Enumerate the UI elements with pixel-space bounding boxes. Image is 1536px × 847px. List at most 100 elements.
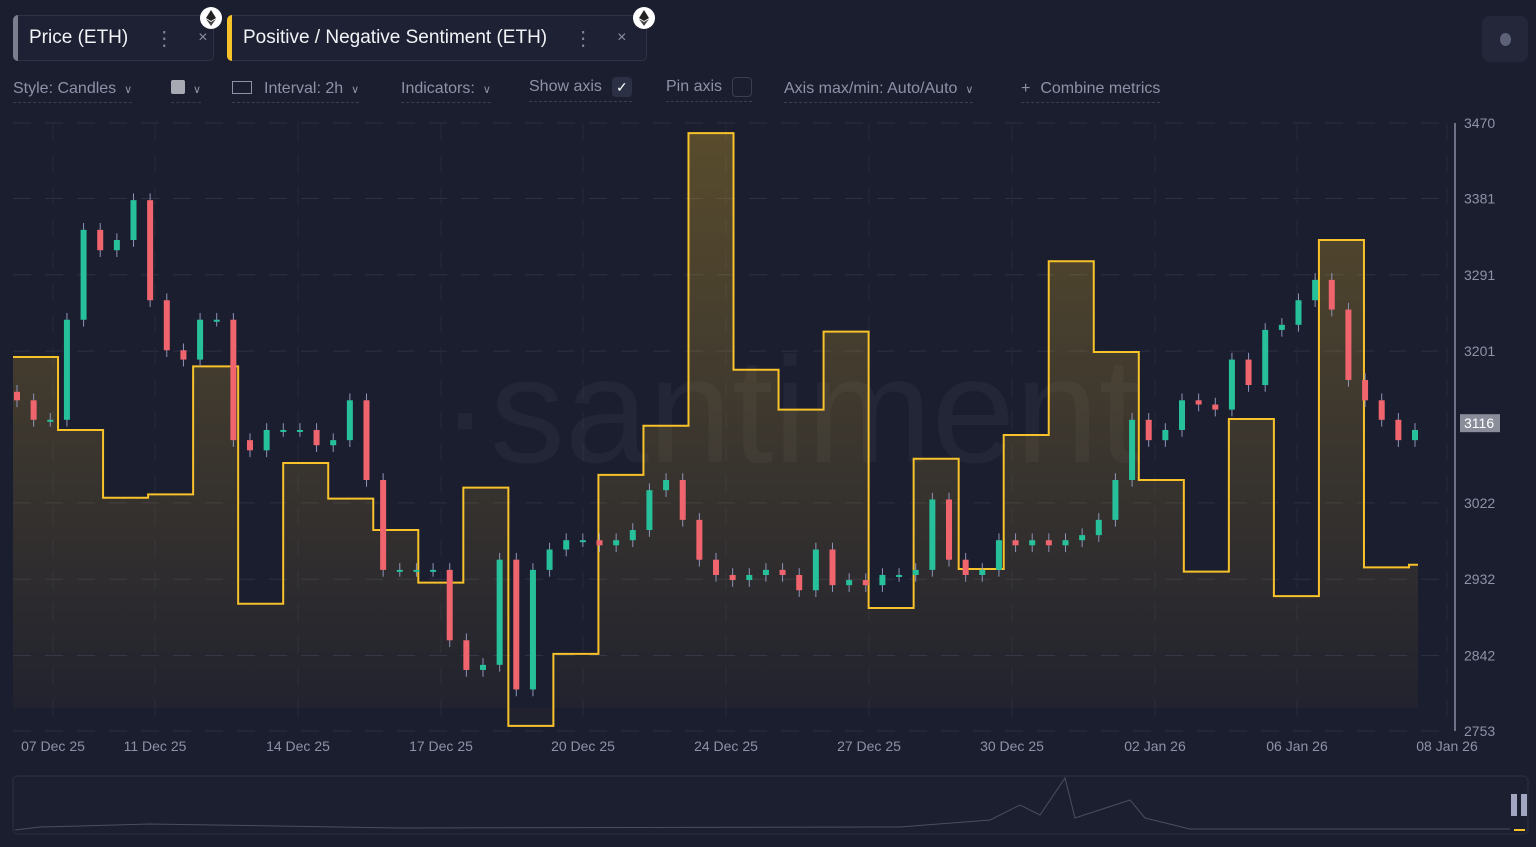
candle [163, 293, 170, 358]
candle [779, 563, 786, 582]
candle [879, 568, 886, 592]
candle-body [413, 569, 420, 572]
candle-body [1212, 404, 1219, 410]
candle-body [679, 479, 686, 520]
candle-body [463, 640, 470, 670]
candle-body [263, 429, 270, 451]
show-axis-label: Show axis [529, 78, 602, 96]
candle-body [846, 580, 853, 586]
candle [579, 533, 586, 547]
tab-menu-icon[interactable]: ⋮ [573, 27, 594, 50]
candle-body [496, 559, 503, 665]
plus-icon: + [1021, 80, 1031, 97]
candle-body [1378, 400, 1385, 420]
candle [995, 533, 1002, 577]
navigator-handle-right[interactable] [1521, 794, 1527, 816]
chevron-down-icon: ∨ [124, 84, 133, 96]
color-dropdown[interactable]: ∨ [171, 80, 202, 103]
x-tick-label: 27 Dec 25 [837, 738, 901, 754]
color-swatch [171, 80, 185, 94]
candle [113, 233, 120, 257]
candle [796, 568, 803, 598]
candle-body [213, 319, 220, 322]
show-axis-checkbox[interactable]: ✓ [611, 77, 632, 97]
candle-body [979, 569, 986, 575]
candle [47, 413, 54, 427]
candle-body [762, 569, 769, 575]
candle-body [380, 479, 387, 570]
candle [496, 552, 503, 672]
candle [380, 473, 387, 577]
candle-body [946, 499, 952, 560]
candle-body [779, 569, 786, 575]
style-dropdown[interactable]: Style: Candles ∨ [13, 80, 133, 103]
candle-body [829, 549, 836, 586]
candle-body [1029, 540, 1036, 546]
candle-body [296, 429, 303, 432]
candle [679, 473, 686, 527]
pin-axis-toggle[interactable]: Pin axis [666, 77, 753, 102]
candle-body [346, 400, 353, 441]
tab-price[interactable]: Price (ETH) ⋮ × [13, 15, 214, 61]
candle-body [1312, 279, 1319, 301]
show-axis-toggle[interactable]: Show axis ✓ [529, 77, 632, 102]
tab-menu-icon[interactable]: ⋮ [154, 27, 175, 50]
candle [197, 312, 204, 367]
candle [230, 312, 237, 447]
candle-body [862, 580, 869, 586]
candle [1195, 393, 1202, 412]
candle [396, 563, 403, 577]
candle [1362, 373, 1369, 408]
indicators-dropdown[interactable]: Indicators: ∨ [401, 80, 491, 103]
candle [846, 573, 853, 592]
x-tick-label: 14 Dec 25 [266, 738, 330, 754]
x-tick-label: 06 Jan 26 [1266, 738, 1328, 754]
candle [247, 433, 253, 458]
candle [546, 542, 553, 577]
candle [446, 563, 453, 648]
candle-body [995, 540, 1002, 570]
candle-body [912, 569, 919, 575]
navigator[interactable] [12, 775, 1529, 835]
x-tick-label: 20 Dec 25 [551, 738, 615, 754]
candle [1395, 413, 1402, 447]
candle [346, 393, 353, 447]
navigator-handle-left[interactable] [1511, 794, 1517, 816]
axis-maxmin-label: Axis max/min: Auto/Auto [784, 80, 958, 97]
candle-body [230, 319, 237, 441]
options-button[interactable] [1482, 16, 1528, 62]
close-icon[interactable]: × [617, 29, 627, 46]
pin-axis-checkbox[interactable] [732, 77, 753, 97]
candle [513, 552, 520, 697]
candle-body [1112, 479, 1119, 520]
candle [1012, 533, 1019, 553]
axis-maxmin-dropdown[interactable]: Axis max/min: Auto/Auto ∨ [784, 80, 974, 103]
interval-dropdown[interactable]: Interval: 2h ∨ [232, 80, 360, 103]
chevron-down-icon: ∨ [351, 84, 360, 96]
close-icon[interactable]: × [198, 29, 208, 46]
candle-body [1262, 329, 1269, 386]
candle [413, 563, 420, 577]
candle-body [113, 240, 120, 251]
candle [1328, 273, 1335, 317]
candle-body [529, 569, 536, 690]
tab-sentiment[interactable]: Positive / Negative Sentiment (ETH) ⋮ × [227, 15, 647, 61]
combine-label: Combine metrics [1040, 80, 1161, 97]
candle [213, 312, 220, 327]
current-price-badge [1460, 414, 1500, 433]
candle-body [1012, 540, 1019, 546]
candle-body [30, 400, 37, 420]
ruler-icon [232, 81, 252, 94]
combine-metrics-button[interactable]: + Combine metrics [1021, 80, 1161, 103]
candle [80, 223, 87, 327]
x-tick-label: 07 Dec 25 [21, 738, 85, 754]
candle [663, 473, 670, 497]
candle-body [47, 419, 54, 422]
candle-body [80, 229, 87, 320]
candle-body [1195, 400, 1202, 405]
candle-body [1062, 540, 1069, 546]
y-tick-label: 3291 [1464, 267, 1495, 283]
candle [912, 563, 919, 582]
candle-body [879, 574, 886, 586]
